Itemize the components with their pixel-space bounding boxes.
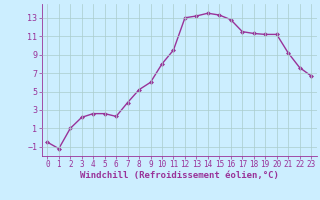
X-axis label: Windchill (Refroidissement éolien,°C): Windchill (Refroidissement éolien,°C): [80, 171, 279, 180]
